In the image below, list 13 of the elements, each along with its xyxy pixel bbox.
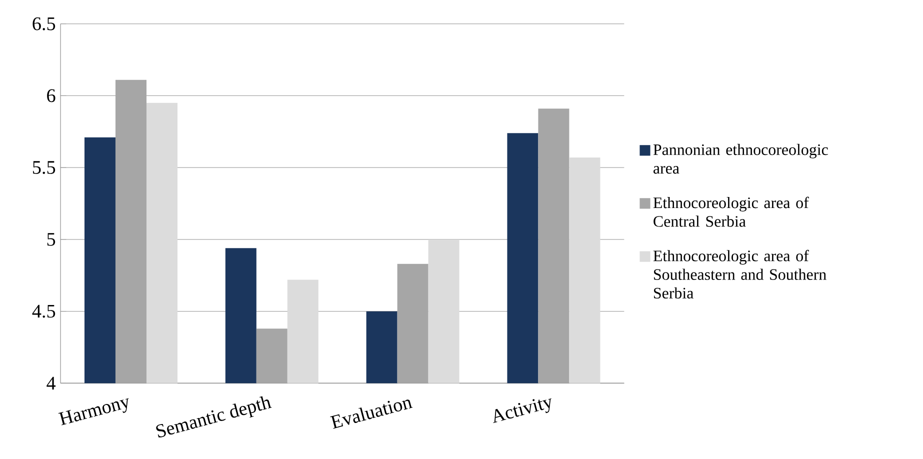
y-tick-label: 5.5 <box>33 161 56 174</box>
x-tick-label: Harmony <box>58 398 129 426</box>
y-tick-label: 6.5 <box>32 17 56 30</box>
x-tick-label: Evaluation <box>330 400 413 429</box>
x-tick-label: Activity <box>493 398 552 424</box>
legend-label: Pannonian ethnocoreologic area <box>653 144 828 174</box>
y-tick-label: 6 <box>47 89 56 102</box>
legend-label: Ethnocoreologic area of Southeastern and Southern Serbia <box>653 250 826 299</box>
y-tick-label: 4 <box>46 376 56 390</box>
legend-label: Ethnocoreologic area of Central Serbia <box>653 196 809 227</box>
y-tick-label: 4.5 <box>32 304 56 318</box>
y-tick-label: 5 <box>47 233 56 246</box>
x-tick-label: Semantic depth <box>156 396 272 438</box>
